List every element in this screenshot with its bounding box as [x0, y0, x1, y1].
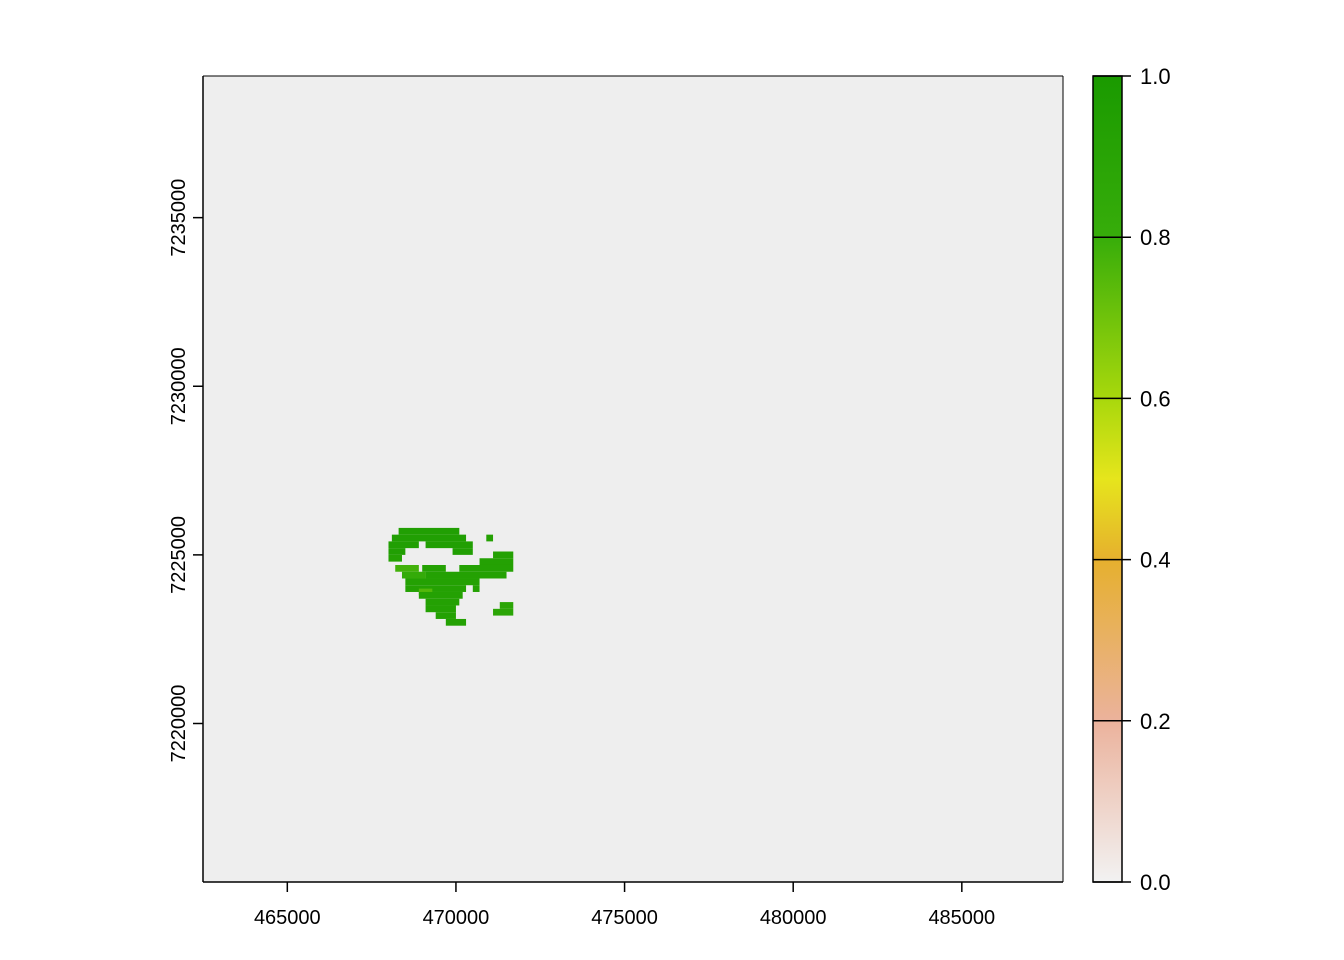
legend-tick-label: 0.0 [1140, 870, 1171, 895]
legend-tick-label: 0.4 [1140, 548, 1171, 573]
x-tick-label: 480000 [760, 907, 827, 929]
raster-cell-run [425, 571, 507, 579]
y-tick-label: 7230000 [168, 347, 190, 425]
plot-background [203, 76, 1063, 882]
raster-cell-run [401, 571, 426, 579]
legend-tick-label: 0.8 [1140, 225, 1171, 250]
raster-cell-run [395, 564, 419, 572]
raster-cell-run [425, 541, 473, 549]
raster-cells [388, 527, 514, 626]
raster-cell-run [493, 551, 514, 559]
raster-cell-run [422, 564, 446, 572]
raster-cell-run [388, 554, 402, 562]
y-tick-label: 7225000 [168, 516, 190, 594]
legend-ticks: 0.0 0.2 0.4 0.6 0.8 1.0 [1093, 64, 1171, 895]
y-axis: 7220000 7225000 7230000 7235000 [168, 179, 203, 763]
raster-cell-run [479, 558, 514, 565]
x-axis: 465000 470000 475000 480000 485000 [254, 882, 995, 929]
raster-cell-run [472, 585, 480, 592]
y-tick-label: 7235000 [168, 179, 190, 257]
raster-cell-run [435, 612, 456, 619]
raster-cell-run [405, 578, 480, 586]
legend-color-bar [1092, 75, 1123, 883]
x-tick-label: 470000 [423, 907, 490, 929]
legend-tick-label: 1.0 [1140, 64, 1171, 89]
raster-cell-run [445, 618, 467, 626]
raster-cell-run [493, 608, 514, 616]
x-tick-label: 485000 [928, 907, 995, 929]
plot-frame [202, 75, 1064, 883]
x-tick-label: 475000 [591, 907, 658, 929]
raster-cell-run [388, 548, 406, 555]
legend-tick-label: 0.6 [1140, 386, 1171, 411]
raster-cell-run [425, 605, 456, 613]
raster-cell-run [486, 534, 494, 542]
raster-cell-run [459, 564, 514, 572]
raster-cell-run [499, 602, 514, 609]
raster-cell-run [425, 598, 460, 606]
raster-cell-run [398, 527, 460, 535]
raster-cell-run [405, 585, 467, 592]
raster-cell-run [391, 534, 467, 542]
raster-cell-run [418, 591, 463, 599]
y-tick-label: 7220000 [168, 685, 190, 763]
legend-tick-label: 0.2 [1140, 709, 1171, 734]
raster-cell-run [452, 548, 473, 555]
x-tick-label: 465000 [254, 907, 321, 929]
color-legend: 0.0 0.2 0.4 0.6 0.8 1.0 [1092, 64, 1171, 895]
raster-cell-run [388, 541, 419, 549]
